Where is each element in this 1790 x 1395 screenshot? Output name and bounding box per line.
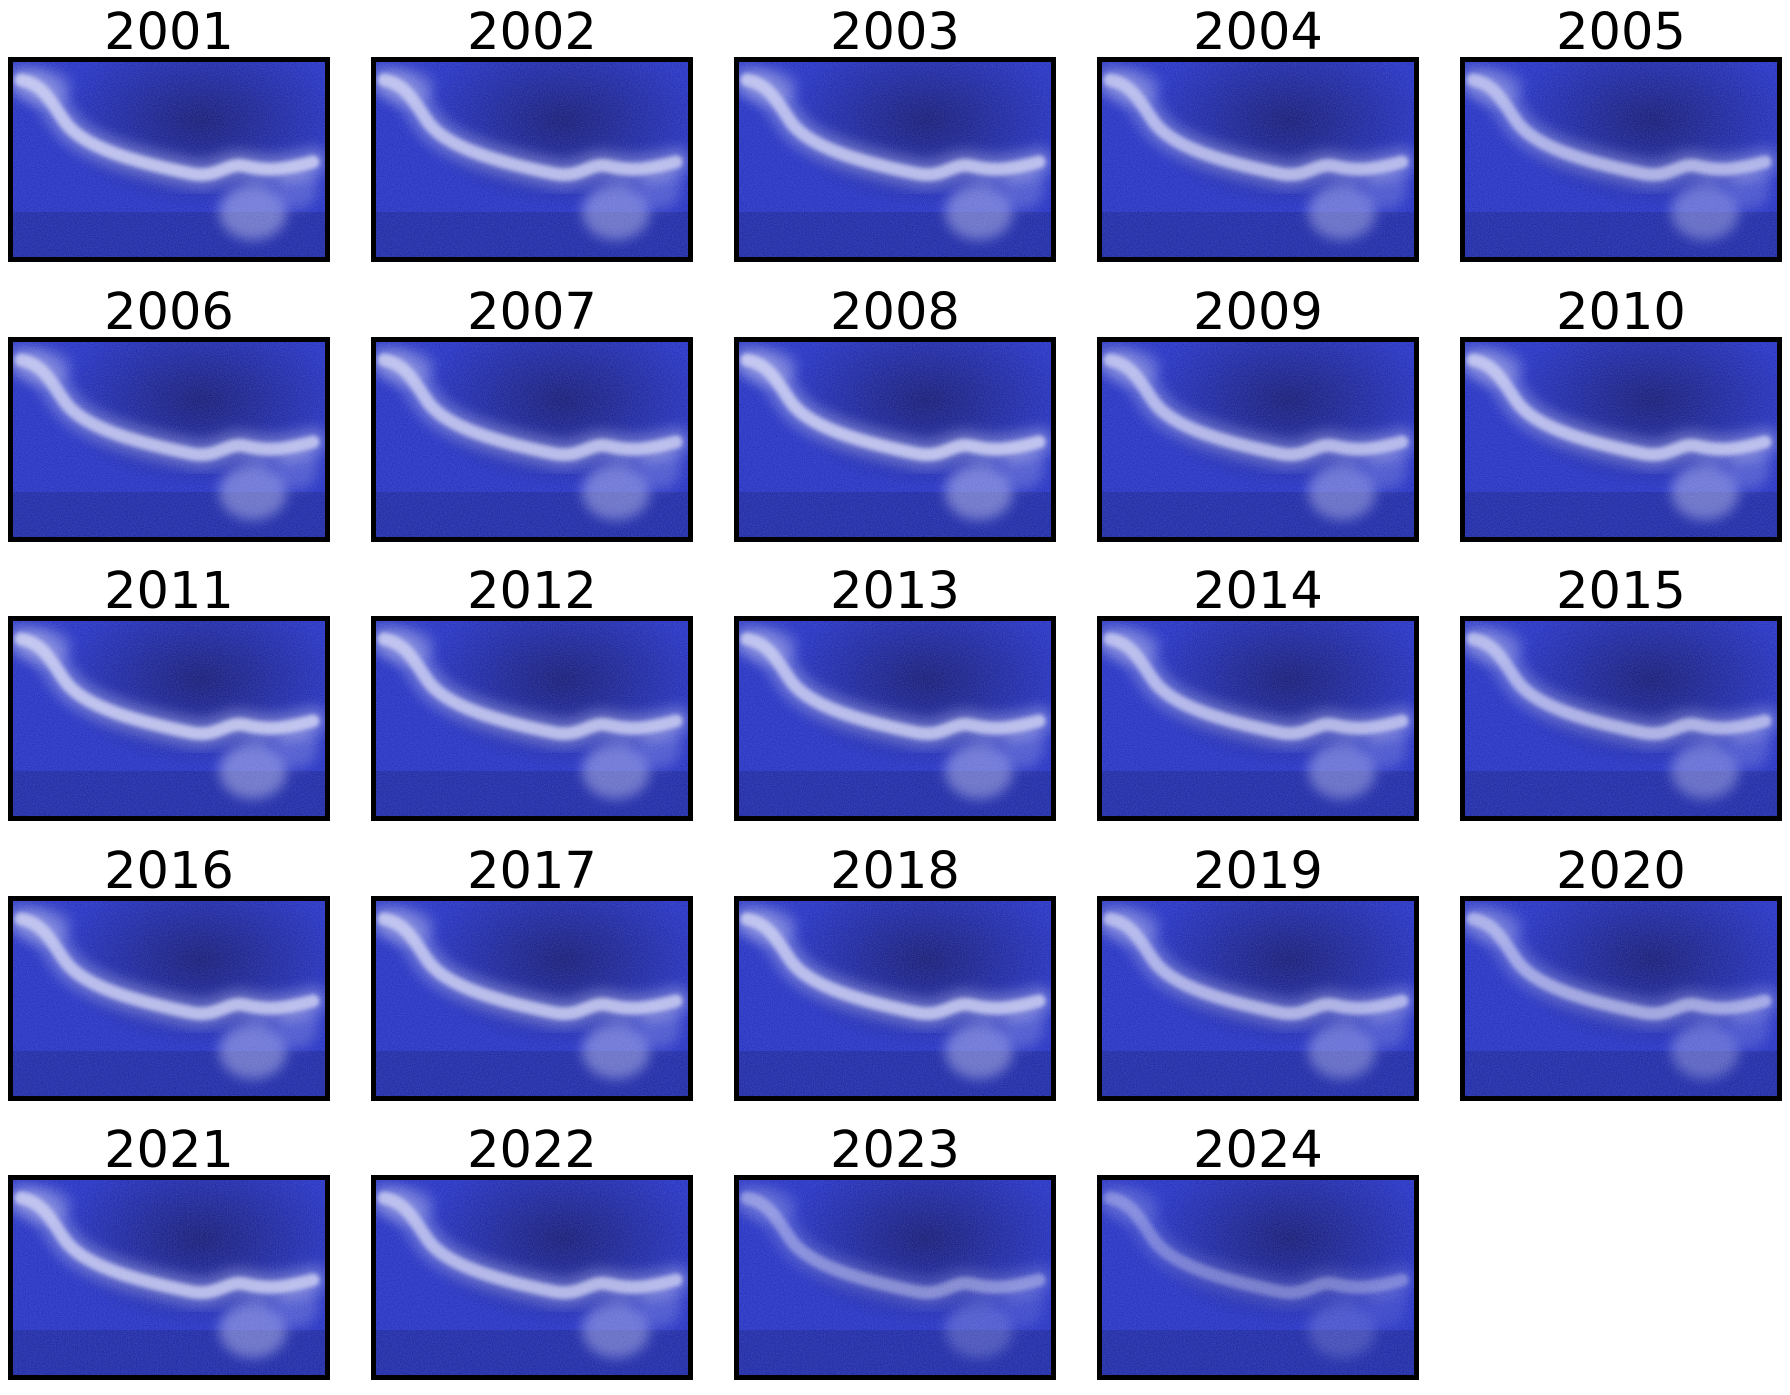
satellite-image-render [1102,1180,1414,1375]
satellite-image-render [1102,62,1414,257]
panel-year-title: 2002 [467,3,597,62]
satellite-image-render [1465,901,1777,1096]
panel-year-title: 2022 [467,1121,597,1180]
panel-year-title: 2020 [1556,842,1686,901]
satellite-image-render [1465,62,1777,257]
satellite-image [371,896,693,1101]
satellite-image-render [13,901,325,1096]
satellite-image-render [739,342,1051,537]
panel-year-title: 2001 [104,3,234,62]
satellite-image [371,337,693,542]
satellite-image [8,1175,330,1380]
satellite-image-render [376,901,688,1096]
satellite-image-render [739,1180,1051,1375]
satellite-image [1460,57,1782,262]
panel-year-title: 2007 [467,283,597,342]
satellite-image [734,337,1056,542]
satellite-image [1460,337,1782,542]
panel-year-title: 2010 [1556,283,1686,342]
satellite-image [1097,896,1419,1101]
satellite-image [8,616,330,821]
panel-year-title: 2016 [104,842,234,901]
satellite-image [1097,1175,1419,1380]
satellite-image [734,896,1056,1101]
satellite-image [734,57,1056,262]
panel-year-title: 2023 [830,1121,960,1180]
satellite-image-render [376,342,688,537]
satellite-image [8,896,330,1101]
panel-year-title: 2008 [830,283,960,342]
satellite-image [1097,616,1419,821]
satellite-image [371,57,693,262]
satellite-image-render [13,62,325,257]
panel-year-title: 2021 [104,1121,234,1180]
panel-year-title: 2003 [830,3,960,62]
satellite-image-render [1465,621,1777,816]
satellite-image-render [13,621,325,816]
satellite-image-render [739,621,1051,816]
satellite-image [734,1175,1056,1380]
panel-year-title: 2012 [467,562,597,621]
panel-year-title: 2018 [830,842,960,901]
panel-year-title: 2006 [104,283,234,342]
panel-year-title: 2011 [104,562,234,621]
panel-year-title: 2017 [467,842,597,901]
panel-year-title: 2005 [1556,3,1686,62]
satellite-image-render [376,1180,688,1375]
satellite-image [1460,616,1782,821]
satellite-image [1097,57,1419,262]
satellite-image [371,1175,693,1380]
satellite-image [734,616,1056,821]
panel-year-title: 2009 [1193,283,1323,342]
panel-year-title: 2004 [1193,3,1323,62]
panel-year-title: 2024 [1193,1121,1323,1180]
panel-year-title: 2015 [1556,562,1686,621]
satellite-image [1097,337,1419,542]
panel-year-title: 2013 [830,562,960,621]
satellite-image-render [739,62,1051,257]
satellite-image-render [1465,342,1777,537]
satellite-image-render [739,901,1051,1096]
satellite-image-render [1102,901,1414,1096]
satellite-image [371,616,693,821]
satellite-image-render [376,62,688,257]
satellite-image [8,57,330,262]
satellite-image-render [1102,621,1414,816]
satellite-image-render [13,342,325,537]
panel-year-title: 2014 [1193,562,1323,621]
satellite-image-render [376,621,688,816]
satellite-image [1460,896,1782,1101]
panel-year-title: 2019 [1193,842,1323,901]
satellite-image [8,337,330,542]
satellite-image-render [13,1180,325,1375]
satellite-image-render [1102,342,1414,537]
